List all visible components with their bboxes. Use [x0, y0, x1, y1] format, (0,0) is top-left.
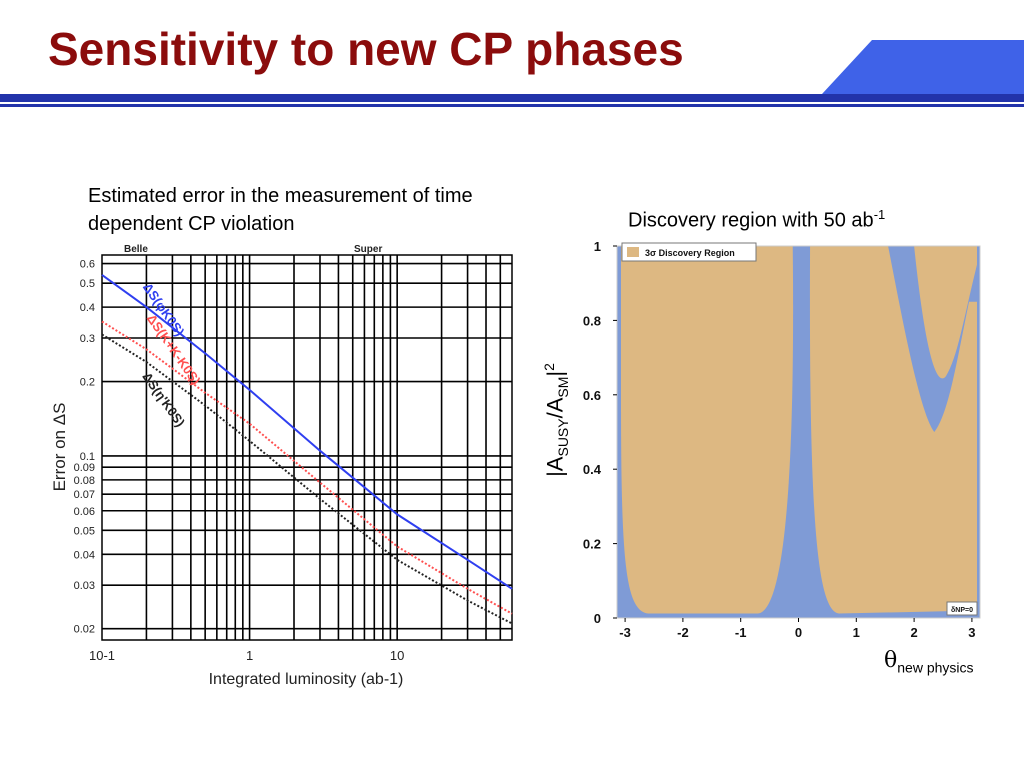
left-ytick-label: 0.3: [80, 333, 95, 345]
right-ytick-label: 0.4: [583, 462, 602, 477]
left-ytick-label: 0.1: [80, 451, 95, 463]
right-ylabel-end: |: [542, 370, 568, 377]
left-ytick-label: 0.06: [74, 506, 95, 518]
right-corner-box: [946, 601, 978, 616]
right-xlabel-sub: new physics: [897, 659, 974, 676]
right-ylabel-sub2: SM: [554, 376, 571, 398]
left-header-belle: Belle: [124, 244, 148, 255]
slide-title: Sensitivity to new CP phases: [48, 23, 684, 75]
left-plot-frame: [101, 254, 513, 641]
header-decoration: [822, 40, 1024, 94]
right-ylabel-mid: /A: [542, 397, 568, 419]
right-xtick-label: 3: [968, 625, 975, 640]
left-yaxis-label: Error on ΔS: [50, 403, 69, 492]
right-discovery-region-pocket: [914, 246, 977, 379]
right-legend-box: [621, 242, 757, 262]
right-discovery-region-right: [809, 246, 977, 614]
left-header-super: Super: [354, 244, 382, 255]
left-ytick-label: 0.04: [74, 549, 95, 561]
right-xtick-label: -2: [677, 625, 689, 640]
right-ylabel-sup: 2: [541, 363, 558, 371]
right-chart-caption: Discovery region with 50 ab-1: [628, 207, 885, 233]
right-ytick-label: 0.2: [583, 537, 601, 552]
right-xlabel-symbol: θ: [884, 648, 898, 673]
left-ytick-label: 0.08: [74, 475, 95, 487]
right-xtick-label: 2: [910, 625, 917, 640]
left-xtick-label: 10-1: [89, 648, 115, 663]
right-ytick-label: 0.8: [583, 313, 601, 328]
left-ytick-label: 0.4: [80, 302, 95, 314]
right-xtick-label: -3: [619, 625, 631, 640]
header-rule-thick: [0, 94, 1024, 102]
left-ytick-label: 0.5: [80, 278, 95, 290]
right-corner-label: δNP=0: [951, 607, 973, 614]
left-series-line-2: [101, 333, 513, 625]
right-caption-sup: -1: [873, 207, 886, 222]
right-xtick-label: -1: [735, 625, 747, 640]
left-ytick-label: 0.09: [74, 462, 95, 474]
right-ytick-label: 0.6: [583, 388, 601, 403]
right-ytick-label: 0: [594, 611, 601, 626]
right-chart-xlabel: θnew physics: [884, 648, 974, 675]
right-discovery-region-left: [621, 246, 794, 614]
right-ylabel-sub1: SUSY: [554, 418, 571, 457]
right-xtick-label: 1: [853, 625, 860, 640]
left-ytick-label: 0.05: [74, 525, 95, 537]
left-xaxis-label: Integrated luminosity (ab-1): [209, 671, 404, 688]
right-ytick-label: 1: [594, 239, 601, 254]
right-xtick-label: 0: [795, 625, 802, 640]
left-chart-caption: Estimated error in the measurement of ti…: [88, 185, 473, 235]
left-ytick-label: 0.6: [80, 259, 95, 271]
right-ylabel-main: |A: [542, 456, 568, 477]
right-legend-swatch: [627, 247, 639, 257]
corner-tab-shape: [822, 40, 1024, 94]
left-xtick-label: 1: [246, 648, 253, 663]
left-ytick-label: 0.2: [80, 377, 95, 389]
left-series-line-1: [101, 320, 513, 615]
right-caption-text: Discovery region with 50 ab: [628, 209, 874, 232]
left-ytick-label: 0.02: [74, 624, 95, 636]
left-series-line-0: [101, 274, 513, 590]
left-ytick-label: 0.07: [74, 489, 95, 501]
right-chart-ylabel: |ASUSY/ASM|2: [541, 363, 571, 477]
left-xtick-label: 10: [390, 648, 404, 663]
header-rule-thin: [0, 104, 1024, 107]
right-legend-label: 3σ Discovery Region: [645, 248, 735, 258]
left-ytick-label: 0.03: [74, 580, 95, 592]
